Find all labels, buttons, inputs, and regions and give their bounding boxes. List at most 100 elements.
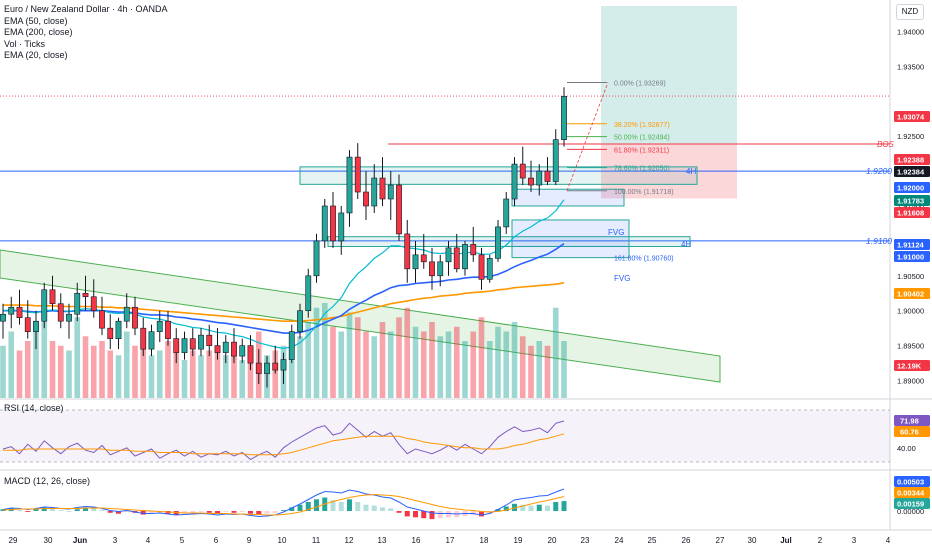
indicator-ema20[interactable]: EMA (20, close) — [4, 50, 68, 60]
time-tick-label: 5 — [180, 536, 185, 545]
price-badge — [894, 239, 930, 250]
macd-histogram-bar — [248, 511, 253, 514]
macd-badge-label: 0.00344 — [897, 489, 925, 498]
price-badge-label: 1.93074 — [897, 113, 925, 122]
rsi-tick-label: 40.00 — [897, 444, 916, 453]
rsi-pane-title[interactable]: RSI (14, close) — [4, 403, 64, 413]
indicator-ema200[interactable]: EMA (200, close) — [4, 27, 73, 37]
candle-body — [486, 258, 493, 280]
volume-bar — [462, 341, 468, 398]
zone-label-fvg: FVG — [614, 274, 630, 283]
macd-histogram-bar — [536, 504, 542, 511]
indicator-volume[interactable]: Vol · Ticks — [4, 38, 46, 49]
time-tick-label: Jul — [780, 536, 792, 545]
macd-signal-line — [2, 493, 565, 516]
price-tick-label: 1.94000 — [897, 27, 924, 36]
volume-bar — [41, 312, 48, 398]
volume-bar — [354, 317, 361, 398]
macd-histogram-bar — [107, 511, 113, 513]
volume-bar — [239, 360, 246, 398]
volume-bar — [107, 350, 114, 398]
macd-histogram-bar — [363, 504, 369, 511]
time-tick-label: 24 — [615, 536, 624, 545]
macd-histogram-bar — [25, 511, 31, 512]
candle-body — [445, 247, 452, 263]
rsi-ma-line — [3, 433, 565, 456]
volume-bar — [396, 317, 402, 398]
volume-bar — [503, 331, 510, 398]
macd-histogram-bar — [0, 509, 6, 511]
macd-histogram-bar — [99, 510, 105, 511]
volume-bar — [181, 360, 188, 398]
main-pane: 1.9200 1.9100 BOS 4H FVG 4H FVG 0.00% (1.93269)… — [0, 6, 930, 398]
level-label: 1.9200 — [866, 166, 892, 176]
volume-bar — [148, 355, 155, 398]
macd-badge-label: 0.00503 — [897, 478, 924, 487]
macd-histogram-bar — [116, 511, 121, 514]
candle-body — [74, 292, 81, 315]
level-label: 1.9100 — [866, 236, 892, 246]
candle-body — [313, 240, 320, 277]
candle-body — [41, 289, 48, 322]
macd-pane-title[interactable]: MACD (12, 26, close) — [4, 476, 90, 486]
price-tick-label: 1.89500 — [897, 342, 924, 351]
volume-bar — [198, 355, 204, 398]
volume-bar — [189, 350, 196, 398]
candle-body — [214, 345, 221, 353]
time-tick-label: 3 — [852, 536, 857, 545]
price-tick-label: 1.91500 — [897, 202, 924, 211]
volume-bar — [495, 326, 501, 398]
price-badge-label: 1.91608 — [897, 209, 924, 218]
price-badge-label: 1.92384 — [897, 168, 925, 177]
macd-histogram-bar — [520, 504, 526, 511]
currency-button[interactable]: NZD — [896, 4, 924, 20]
time-tick-label: 10 — [278, 536, 287, 545]
volume-bar — [8, 331, 15, 398]
price-badge — [894, 154, 930, 165]
candle-body — [99, 310, 105, 329]
price-badge-label: 1.90402 — [897, 290, 924, 299]
candle-body — [156, 320, 163, 332]
candle-body — [123, 306, 130, 322]
volume-bar — [140, 341, 147, 398]
volume-bar — [132, 345, 138, 398]
fvg-box-upper — [511, 188, 625, 207]
macd-histogram-bar — [74, 509, 80, 511]
volume-bar — [371, 336, 378, 398]
candle-body — [297, 310, 303, 332]
candle-body — [561, 96, 567, 140]
time-tick-label: 26 — [682, 536, 691, 545]
volume-bar — [49, 341, 56, 398]
volume-bar — [24, 341, 31, 398]
time-tick-label: 17 — [446, 536, 455, 545]
volume-bar — [165, 341, 171, 398]
macd-title-text: MACD (12, 26, close) — [4, 476, 91, 486]
macd-histogram-bar — [223, 511, 229, 512]
volume-bar — [346, 312, 353, 398]
volume-bar — [379, 322, 386, 398]
candle-body — [305, 275, 312, 312]
candle-body — [82, 292, 89, 298]
zone-label-4h: 4H — [681, 240, 691, 249]
price-badge — [894, 251, 930, 262]
time-tick-label: 4 — [886, 536, 891, 545]
fib-label: 161.80% (1.90760) — [614, 256, 674, 263]
volume-bar — [420, 331, 427, 398]
candle-body — [528, 177, 534, 186]
volume-bar — [552, 307, 559, 398]
volume-bar — [66, 350, 72, 398]
volume-bar — [404, 307, 411, 398]
candle-body — [272, 362, 279, 371]
candle-body — [321, 205, 328, 242]
candle-body — [255, 362, 262, 374]
indicator-ema50[interactable]: EMA (50, close) — [4, 15, 68, 26]
candle-body — [90, 296, 97, 312]
macd-histogram-bar — [503, 506, 509, 511]
macd-histogram-bar — [330, 500, 336, 511]
candle-body — [222, 341, 229, 353]
candle-body — [107, 327, 114, 339]
candle-body — [198, 334, 204, 350]
macd-histogram-bar — [50, 508, 55, 511]
